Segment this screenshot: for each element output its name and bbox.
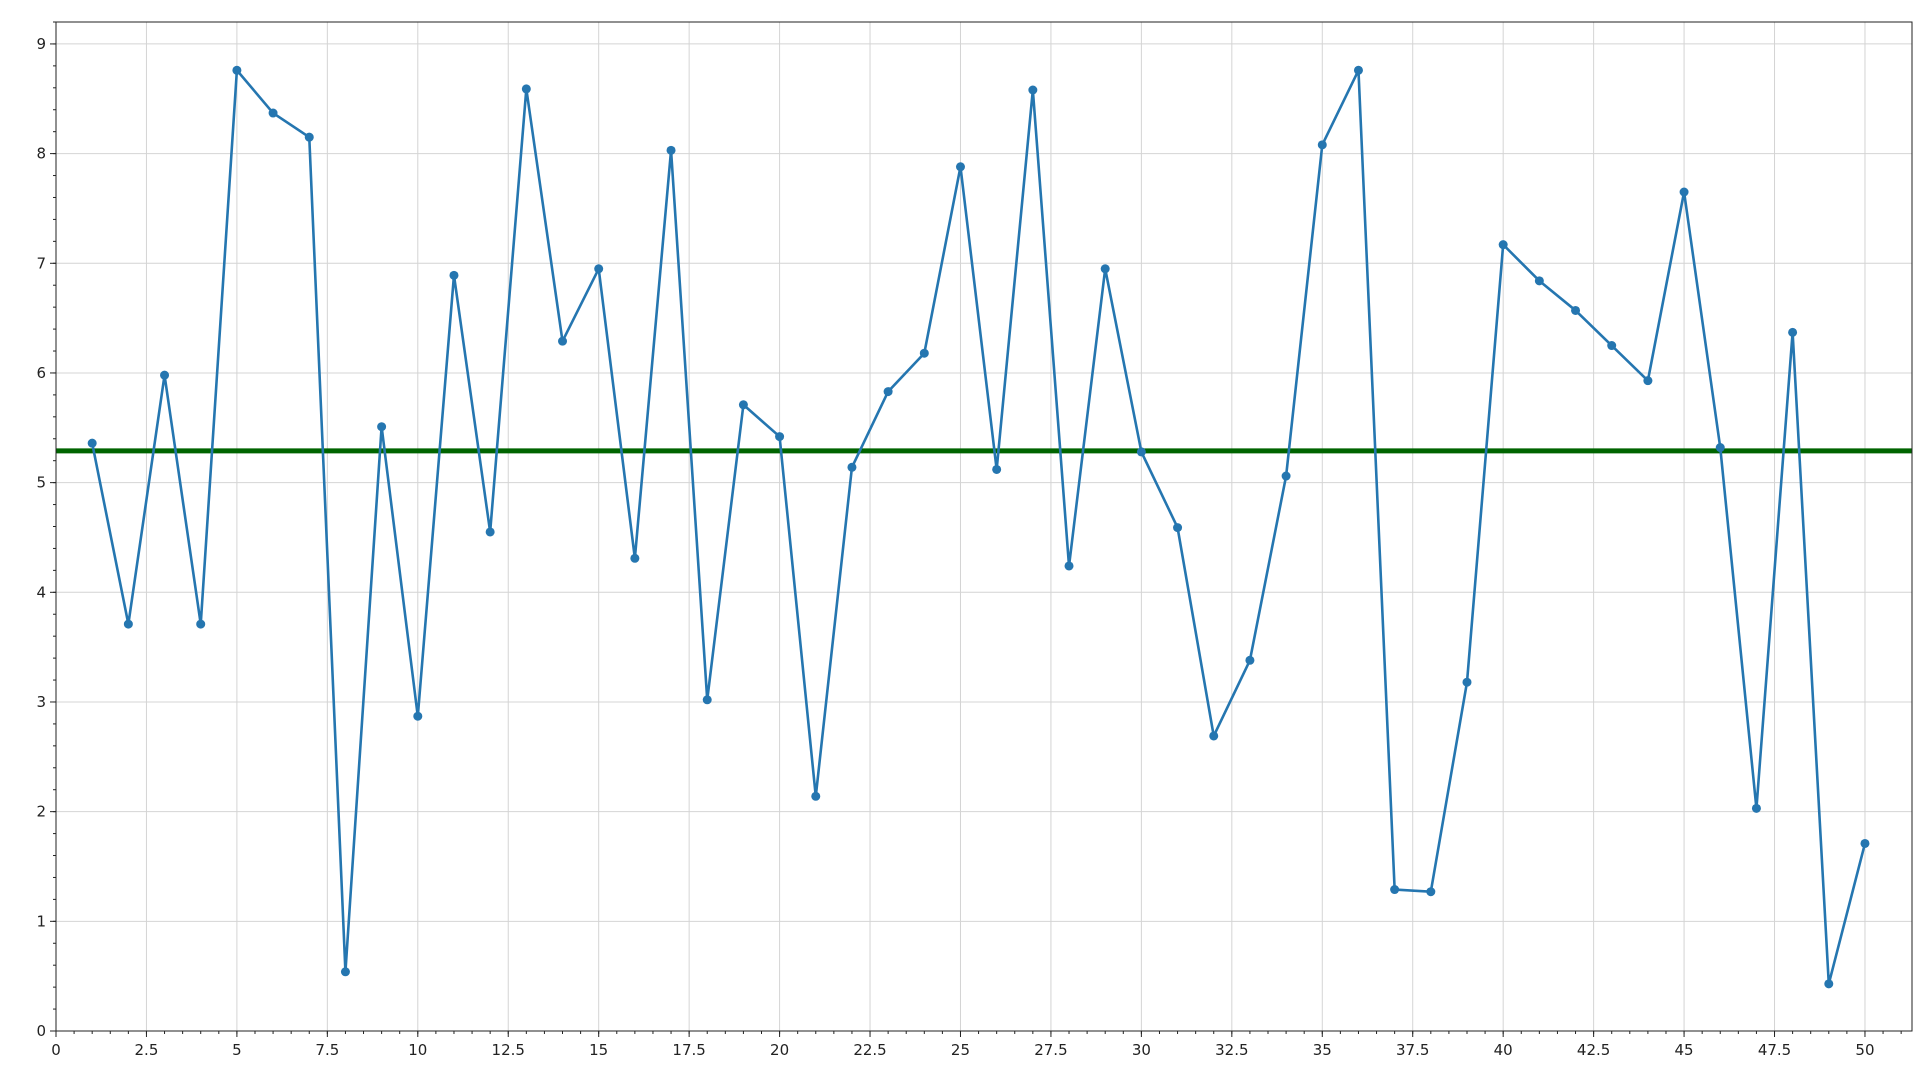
data-point [1498, 240, 1508, 250]
x-tick-label: 12.5 [492, 1041, 525, 1059]
data-points [87, 65, 1870, 989]
x-tick-label: 47.5 [1758, 1041, 1791, 1059]
data-point [1715, 443, 1725, 453]
series-line [90, 68, 1867, 986]
major-ticks [50, 43, 1866, 1037]
data-point [268, 108, 278, 118]
data-point [594, 264, 604, 274]
y-tick-label: 5 [36, 474, 46, 492]
data-point [1824, 979, 1834, 989]
x-tick-label: 20 [770, 1041, 789, 1059]
x-tick-label: 30 [1132, 1041, 1151, 1059]
tick-labels: 0 2.5 5 7.5 10 12.5 15 17.5 20 22.5 25 27.5 30 32.5 35… [36, 35, 1874, 1059]
x-tick-label: 0 [51, 1041, 61, 1059]
data-point [232, 65, 242, 75]
x-tick-label: 7.5 [315, 1041, 339, 1059]
data-point [1534, 276, 1544, 286]
data-point [1173, 523, 1183, 533]
x-tick-label: 15 [589, 1041, 608, 1059]
data-point [1751, 803, 1761, 813]
data-point [1209, 731, 1219, 741]
data-point [377, 422, 387, 432]
x-tick-label: 25 [951, 1041, 970, 1059]
x-tick-label: 40 [1494, 1041, 1513, 1059]
y-tick-label: 1 [36, 912, 46, 930]
data-point [485, 527, 495, 537]
plot-frame [55, 21, 1913, 1032]
data-point [123, 619, 133, 629]
minor-ticks [53, 21, 1902, 1034]
data-point [160, 370, 170, 380]
grid [55, 22, 1912, 1032]
x-tick-label: 22.5 [853, 1041, 886, 1059]
data-point [1281, 471, 1291, 481]
y-tick-label: 3 [36, 693, 46, 711]
x-tick-label: 27.5 [1034, 1041, 1067, 1059]
data-point [1100, 264, 1110, 274]
data-point [630, 553, 640, 563]
data-point [1136, 447, 1146, 457]
x-tick-label: 35 [1313, 1041, 1332, 1059]
x-tick-label: 42.5 [1577, 1041, 1610, 1059]
data-point [1860, 838, 1870, 848]
data-point [1317, 140, 1327, 150]
data-point [340, 967, 350, 977]
data-point [304, 132, 314, 142]
data-point [449, 270, 459, 280]
x-tick-label: 2.5 [135, 1041, 159, 1059]
x-tick-label: 17.5 [672, 1041, 705, 1059]
data-point [1679, 187, 1689, 197]
data-point [1353, 65, 1363, 75]
data-point [558, 336, 568, 346]
data-point [196, 619, 206, 629]
y-tick-label: 4 [36, 583, 46, 601]
y-tick-label: 6 [36, 364, 46, 382]
y-tick-label: 9 [36, 35, 46, 53]
x-tick-label: 37.5 [1396, 1041, 1429, 1059]
data-point [1788, 327, 1798, 337]
x-tick-label: 5 [232, 1041, 242, 1059]
y-tick-label: 0 [36, 1022, 46, 1040]
data-point [1607, 341, 1617, 351]
data-point [919, 348, 929, 358]
series [90, 68, 1867, 986]
data-point [413, 711, 423, 721]
data-point [666, 145, 676, 155]
data-point [775, 432, 785, 442]
data-point [87, 438, 97, 448]
data-point [738, 400, 748, 410]
data-point [1462, 677, 1472, 687]
x-tick-label: 50 [1855, 1041, 1874, 1059]
data-point [702, 695, 712, 705]
x-tick-label: 10 [408, 1041, 427, 1059]
x-tick-label: 45 [1675, 1041, 1694, 1059]
x-tick-label: 32.5 [1215, 1041, 1248, 1059]
y-tick-label: 7 [36, 254, 46, 272]
data-point [1390, 885, 1400, 895]
data-point [1571, 305, 1581, 315]
data-point [955, 162, 965, 172]
data-point [847, 462, 857, 472]
data-point [1064, 561, 1074, 571]
data-point [1245, 655, 1255, 665]
data-point [521, 84, 531, 94]
data-point [992, 464, 1002, 474]
data-point [1028, 85, 1038, 95]
y-tick-label: 2 [36, 803, 46, 821]
data-point [1426, 887, 1436, 897]
data-point [811, 791, 821, 801]
data-point [1643, 376, 1653, 386]
data-point [883, 387, 893, 397]
y-tick-label: 8 [36, 145, 46, 163]
